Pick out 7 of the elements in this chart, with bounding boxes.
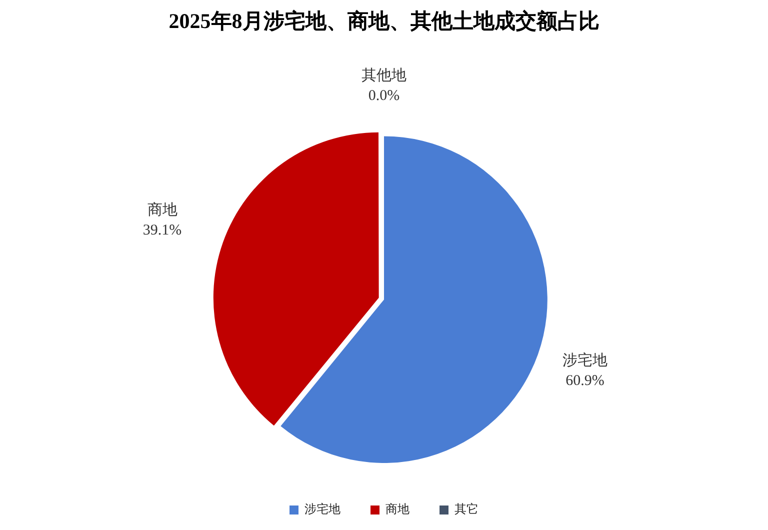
legend-label: 涉宅地 (304, 502, 340, 516)
text: 其他地 0.0% (362, 68, 406, 104)
legend-label: 其它 (454, 502, 478, 516)
chart-title: 2025年8月涉宅地、商地、其他土地成交额占比 (168, 9, 600, 34)
legend-label: 商地 (386, 502, 410, 516)
data-label: 商地 39.1% (142, 201, 182, 238)
data-label: 涉宅地 60.9% (562, 352, 608, 390)
